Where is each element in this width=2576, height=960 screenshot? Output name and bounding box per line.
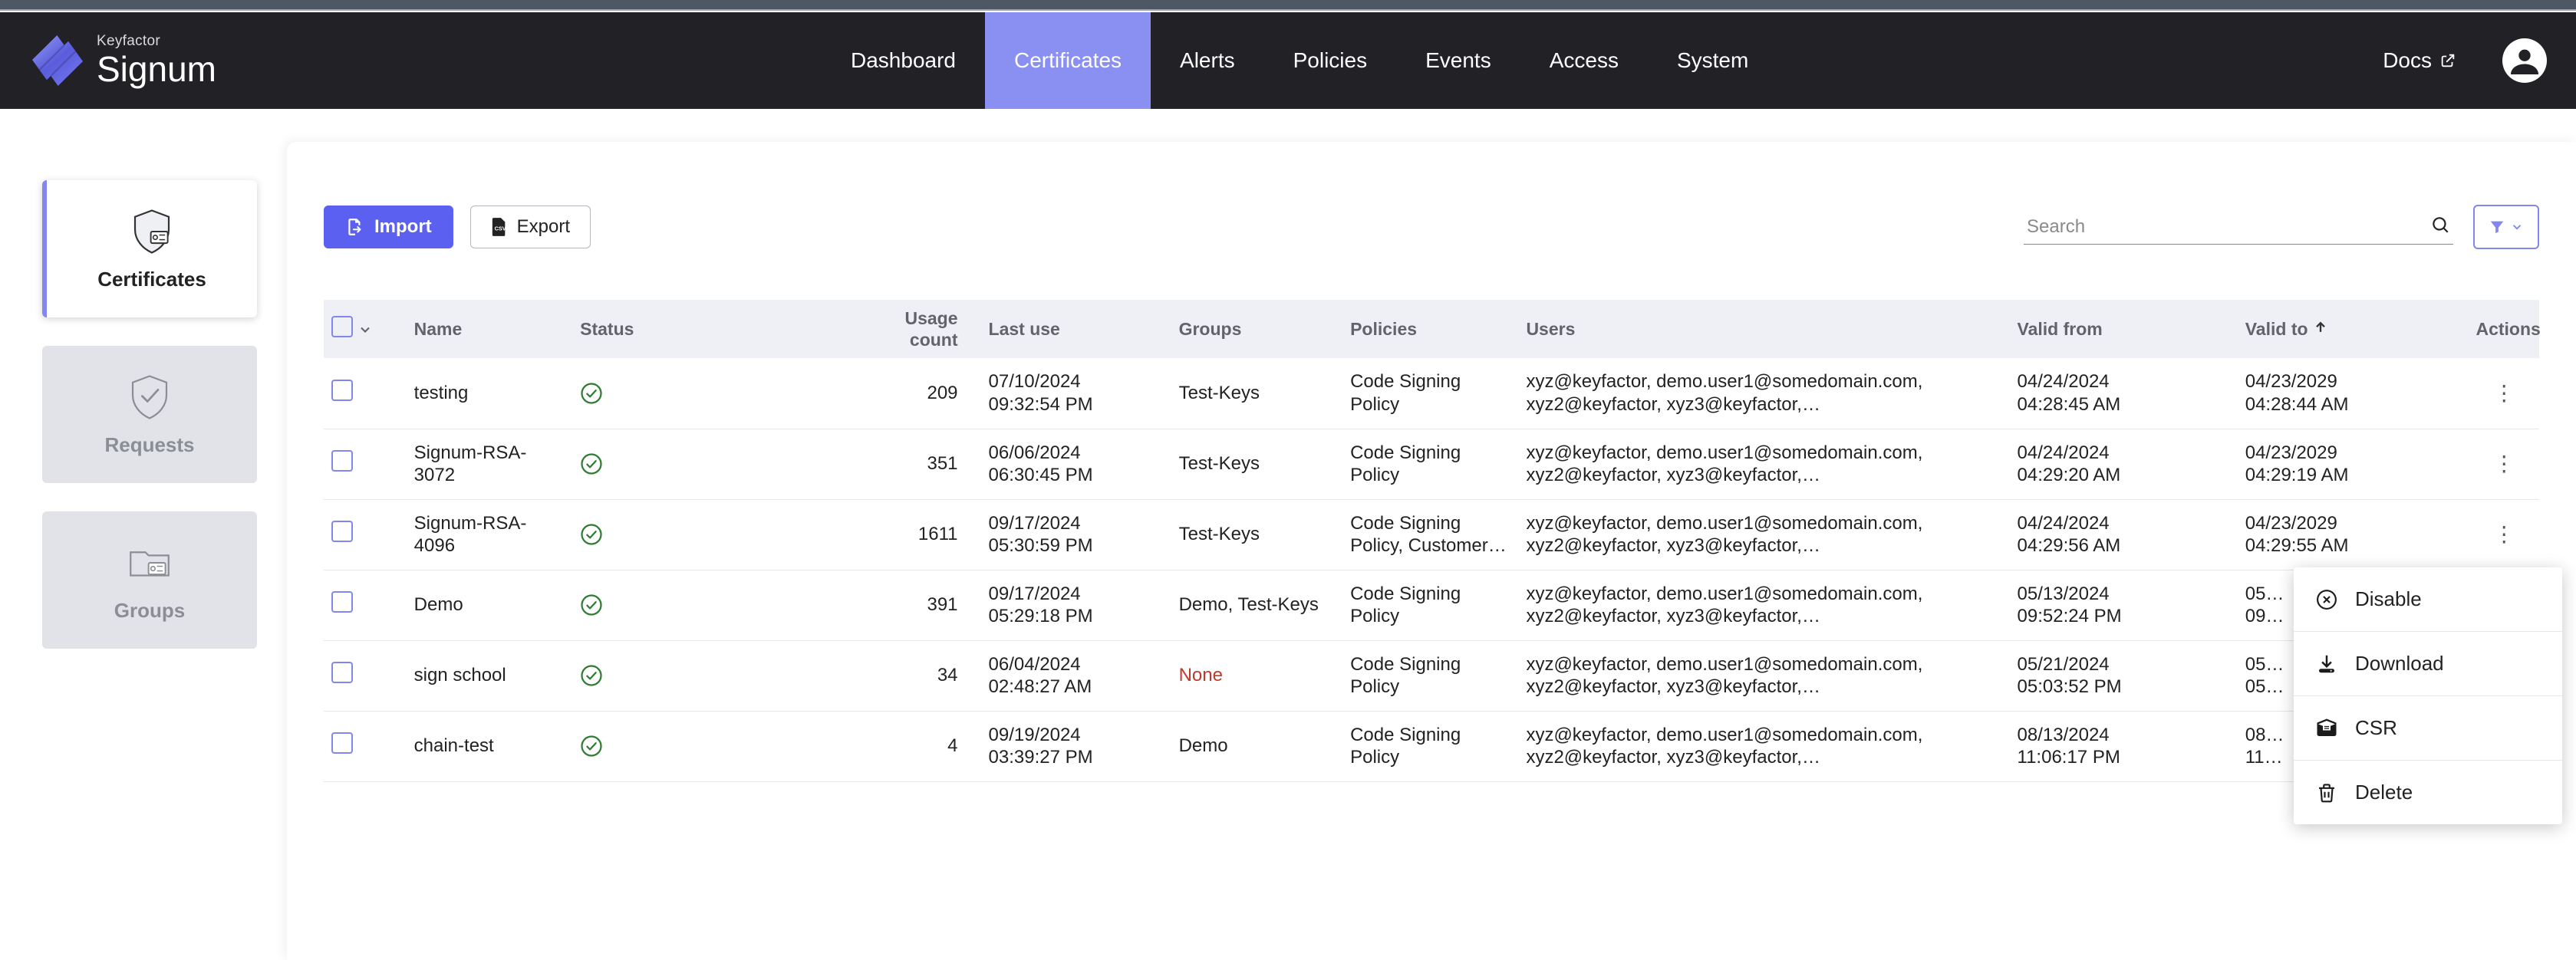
svg-text:CSV: CSV <box>494 225 506 232</box>
